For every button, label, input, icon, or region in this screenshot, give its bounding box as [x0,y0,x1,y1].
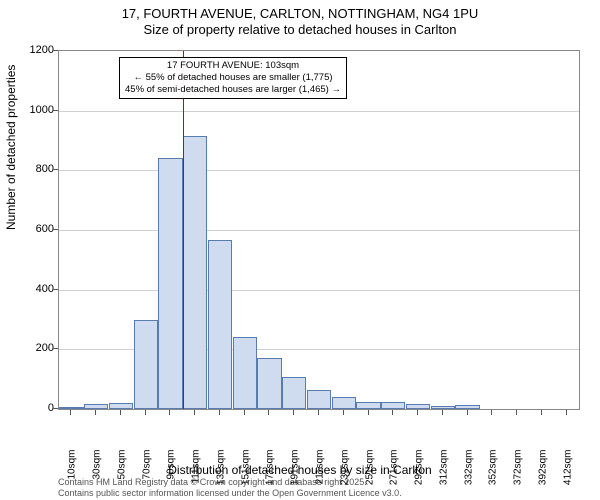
gridline [59,170,579,171]
histogram-bar [307,390,331,409]
y-tick-label: 1000 [14,104,54,116]
x-tick-mark [219,410,220,415]
y-tick-label: 1200 [14,44,54,56]
x-tick-mark [343,410,344,415]
x-tick-label: 151sqm [240,450,251,500]
x-tick-label: 131sqm [215,450,226,500]
histogram-bar [332,397,356,409]
x-tick-label: 191sqm [290,450,301,500]
gridline [59,230,579,231]
y-tick-label: 400 [14,283,54,295]
y-tick-label: 600 [14,223,54,235]
x-tick-mark [467,410,468,415]
x-tick-mark [95,410,96,415]
histogram-bar [406,404,430,409]
y-tick-label: 200 [14,342,54,354]
y-axis-label: Number of detached properties [4,65,18,230]
histogram-bar [431,406,455,409]
x-tick-label: 332sqm [463,450,474,500]
chart-container: 17, FOURTH AVENUE, CARLTON, NOTTINGHAM, … [0,0,600,500]
gridline [59,290,579,291]
x-tick-mark [417,410,418,415]
x-tick-label: 70sqm [141,450,152,500]
x-tick-label: 271sqm [389,450,400,500]
y-tick-label: 800 [14,163,54,175]
y-tick-mark [53,229,58,230]
histogram-bar [282,377,306,409]
plot-area: 17 FOURTH AVENUE: 103sqm ← 55% of detach… [58,50,580,410]
x-tick-mark [368,410,369,415]
x-tick-label: 392sqm [537,450,548,500]
annotation-line-3: 45% of semi-detached houses are larger (… [125,84,341,96]
histogram-bar [208,240,232,409]
x-tick-label: 412sqm [562,450,573,500]
histogram-bar [109,403,133,409]
y-tick-mark [53,289,58,290]
histogram-bar [381,402,405,409]
x-tick-label: 50sqm [116,450,127,500]
x-tick-mark [566,410,567,415]
x-tick-label: 111sqm [191,450,202,500]
x-tick-label: 30sqm [92,450,103,500]
x-tick-label: 231sqm [339,450,350,500]
y-tick-mark [53,50,58,51]
title-line-2: Size of property relative to detached ho… [0,22,600,38]
histogram-bar [59,407,83,409]
histogram-bar [134,320,158,410]
x-tick-label: 10sqm [67,450,78,500]
reference-line [183,51,184,409]
x-tick-mark [318,410,319,415]
histogram-bar [84,404,108,409]
x-tick-label: 352sqm [488,450,499,500]
histogram-bar [233,337,257,409]
y-tick-label: 0 [14,402,54,414]
x-tick-mark [392,410,393,415]
x-tick-mark [194,410,195,415]
x-tick-label: 251sqm [364,450,375,500]
x-tick-label: 312sqm [438,450,449,500]
y-tick-mark [53,408,58,409]
histogram-bar [455,405,479,409]
x-tick-mark [145,410,146,415]
annotation-line-2: ← 55% of detached houses are smaller (1,… [125,72,341,84]
x-tick-mark [293,410,294,415]
annotation-box: 17 FOURTH AVENUE: 103sqm ← 55% of detach… [119,57,347,99]
x-tick-label: 90sqm [166,450,177,500]
annotation-line-1: 17 FOURTH AVENUE: 103sqm [125,60,341,72]
y-tick-mark [53,110,58,111]
x-tick-label: 292sqm [414,450,425,500]
x-tick-mark [442,410,443,415]
x-tick-label: 372sqm [513,450,524,500]
x-tick-mark [120,410,121,415]
x-tick-label: 171sqm [265,450,276,500]
histogram-bar [257,358,281,409]
y-tick-mark [53,169,58,170]
y-tick-mark [53,348,58,349]
x-tick-mark [70,410,71,415]
x-tick-mark [516,410,517,415]
x-tick-mark [169,410,170,415]
chart-title: 17, FOURTH AVENUE, CARLTON, NOTTINGHAM, … [0,0,600,39]
gridline [59,111,579,112]
histogram-bar [356,402,380,409]
histogram-bar [183,136,207,409]
histogram-bar [158,158,182,409]
x-tick-mark [491,410,492,415]
title-line-1: 17, FOURTH AVENUE, CARLTON, NOTTINGHAM, … [0,6,600,22]
x-tick-mark [244,410,245,415]
x-tick-mark [268,410,269,415]
x-tick-label: 211sqm [315,450,326,500]
x-tick-mark [541,410,542,415]
